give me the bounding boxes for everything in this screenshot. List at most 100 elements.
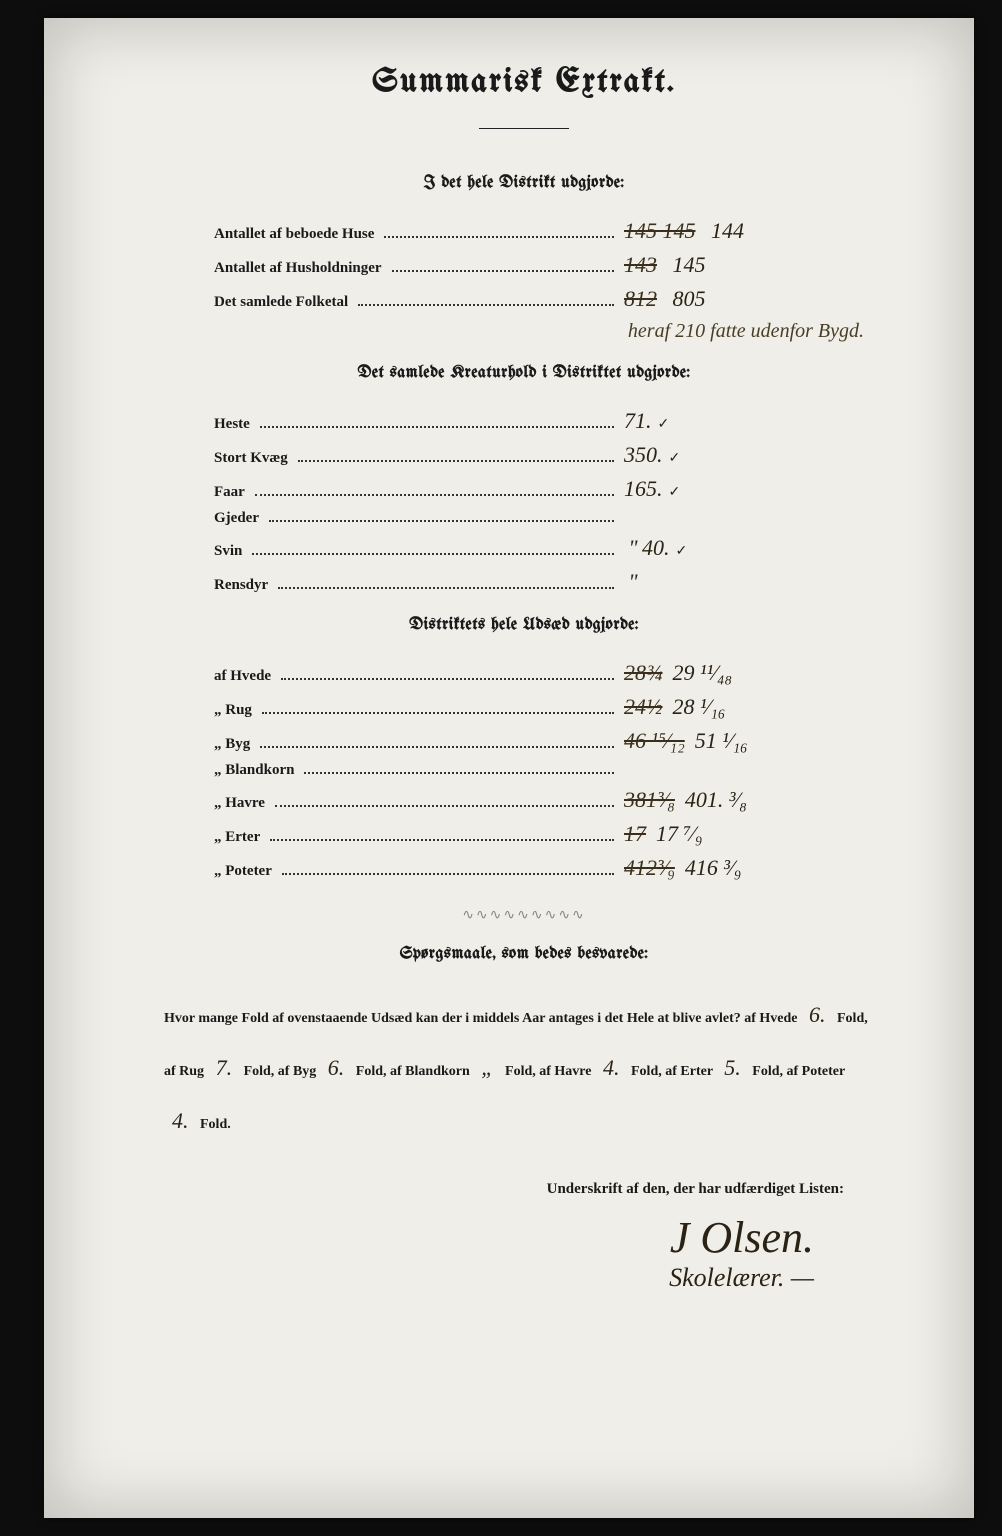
q-bland-lbl: Fold, af Blandkorn <box>356 1064 470 1079</box>
final-value: 165. <box>624 476 663 501</box>
leader-dots <box>278 587 614 589</box>
label: Stort Kvæg <box>214 450 288 467</box>
struck-value: 812 <box>624 286 657 311</box>
handwritten-annotation: heraf 210 fatte udenfor Bygd. <box>144 320 864 343</box>
struck-value: 145 145 <box>624 218 696 243</box>
label: Antallet af beboede Huse <box>214 226 374 243</box>
checkmark-icon: ✓ <box>658 417 670 432</box>
checkmark-icon: ✓ <box>669 451 681 466</box>
value: 71. ✓ <box>624 408 844 434</box>
leader-dots <box>270 839 614 841</box>
struck-value: 143 <box>624 252 657 277</box>
leader-dots <box>275 805 614 807</box>
row-faar: Faar 165. ✓ <box>214 476 844 502</box>
final-value: 144 <box>711 218 744 243</box>
row-heste: Heste 71. ✓ <box>214 408 844 434</box>
value: 1717 ⁷⁄₉ <box>624 821 844 847</box>
q-tail: Fold. <box>200 1117 231 1132</box>
label: Faar <box>214 484 245 501</box>
final-value: 51 ¹⁄₁₆ <box>695 728 748 753</box>
value: 46 ¹⁵⁄₁₂ 51 ¹⁄₁₆ <box>624 728 844 754</box>
final-value: 350. <box>624 442 663 467</box>
row-hvede: af Hvede 28¾29 ¹¹⁄₄₈ <box>214 660 844 686</box>
label: af Hvede <box>214 668 271 685</box>
final-value: 416 ³⁄₉ <box>685 855 741 880</box>
row-havre: „ Havre 381³⁄₈ 401. ³⁄₈ <box>214 787 844 813</box>
final-value: 29 ¹¹⁄₄₈ <box>673 660 733 685</box>
label: „ Byg <box>214 736 250 753</box>
leader-dots <box>281 678 614 680</box>
value: 143 145 <box>624 252 844 278</box>
q-havre-lbl: Fold, af Havre <box>505 1064 591 1079</box>
row-byg: „ Byg 46 ¹⁵⁄₁₂ 51 ¹⁄₁₆ <box>214 728 844 754</box>
label: „ Erter <box>214 829 260 846</box>
label: „ Havre <box>214 795 265 812</box>
leader-dots <box>269 520 614 522</box>
final-value: 401. ³⁄₈ <box>685 787 747 812</box>
section-heading-questions: Spørgsmaale, som bedes besvarede: <box>144 946 904 963</box>
label: Heste <box>214 416 250 433</box>
struck-value: 381³⁄₈ <box>624 787 675 812</box>
row-poteter: „ Poteter 412³⁄₉ 416 ³⁄₉ <box>214 855 844 881</box>
row-gjeder: Gjeder <box>214 510 844 527</box>
label: „ Poteter <box>214 863 272 880</box>
row-rensdyr: Rensdyr " <box>214 569 844 595</box>
value: 812 805 <box>624 286 844 312</box>
q-erter-lbl: Fold, af Erter <box>631 1064 713 1079</box>
scan-background: Summarisk Extrakt. I det hele Distrikt u… <box>0 0 1002 1536</box>
final-value: 71. <box>624 408 652 433</box>
leader-dots <box>255 494 614 496</box>
checkmark-icon: ✓ <box>669 485 681 500</box>
row-erter: „ Erter 1717 ⁷⁄₉ <box>214 821 844 847</box>
signature-role: Skolelærer. — <box>144 1263 814 1293</box>
q-hvede: 6. <box>801 1002 834 1027</box>
signature-name: J Olsen. <box>144 1214 814 1262</box>
value: "40. ✓ <box>624 535 844 561</box>
struck-value: 46 ¹⁵⁄₁₂ <box>624 728 685 753</box>
value: 412³⁄₉ 416 ³⁄₉ <box>624 855 844 881</box>
struck-value: 24½ <box>624 694 663 719</box>
q-rug: 7. <box>208 1055 241 1080</box>
page-title: Summarisk Extrakt. <box>144 64 904 100</box>
leader-dots <box>262 712 614 714</box>
leader-dots <box>298 460 614 462</box>
label: Gjeder <box>214 510 259 527</box>
row-kvaeg: Stort Kvæg 350. ✓ <box>214 442 844 468</box>
value: 28¾29 ¹¹⁄₄₈ <box>624 660 844 686</box>
questions-paragraph: Hvor mange Fold af ovenstaaende Udsæd ka… <box>164 989 874 1147</box>
value: 145 145 144 <box>624 218 844 244</box>
value: 165. ✓ <box>624 476 844 502</box>
section-heading-district: I det hele Distrikt udgjorde: <box>144 175 904 192</box>
leader-dots <box>358 304 614 306</box>
ditto-mark: " <box>624 535 642 561</box>
q-havre: 4. <box>595 1055 628 1080</box>
leader-dots <box>392 270 614 272</box>
row-blandkorn: „ Blandkorn <box>214 762 844 779</box>
ditto-mark: " <box>624 569 642 595</box>
q-poteter-lbl: Fold, af Poteter <box>752 1064 845 1079</box>
row-households: Antallet af Husholdninger 143 145 <box>214 252 844 278</box>
q-poteter: 4. <box>164 1108 197 1133</box>
final-value: 28 ¹⁄₁₆ <box>673 694 726 719</box>
value: 381³⁄₈ 401. ³⁄₈ <box>624 787 844 813</box>
q-lead: Hvor mange Fold af ovenstaaende Udsæd ka… <box>164 1011 798 1026</box>
leader-dots <box>384 236 614 238</box>
label: Det samlede Folketal <box>214 294 348 311</box>
section-heading-seed: Distriktets hele Udsæd udgjorde: <box>144 617 904 634</box>
leader-dots <box>260 426 614 428</box>
checkmark-icon: ✓ <box>676 544 688 559</box>
leader-dots <box>304 772 614 774</box>
title-rule <box>479 128 569 129</box>
value: 350. ✓ <box>624 442 844 468</box>
final-value: 805 <box>673 286 706 311</box>
label: „ Rug <box>214 702 252 719</box>
separator-ornament: ∿∿∿∿∿∿∿∿∿ <box>144 907 904 924</box>
q-byg-lbl: Fold, af Byg <box>244 1064 317 1079</box>
seed-rows: af Hvede 28¾29 ¹¹⁄₄₈ „ Rug 24½ 28 ¹⁄₁₆ „ … <box>214 660 844 881</box>
struck-value: 412³⁄₉ <box>624 855 675 880</box>
final-value: 40. <box>642 535 670 560</box>
document-page: Summarisk Extrakt. I det hele Distrikt u… <box>44 18 974 1518</box>
leader-dots <box>260 746 614 748</box>
value: " <box>624 569 844 595</box>
q-bland: „ <box>473 1055 501 1080</box>
